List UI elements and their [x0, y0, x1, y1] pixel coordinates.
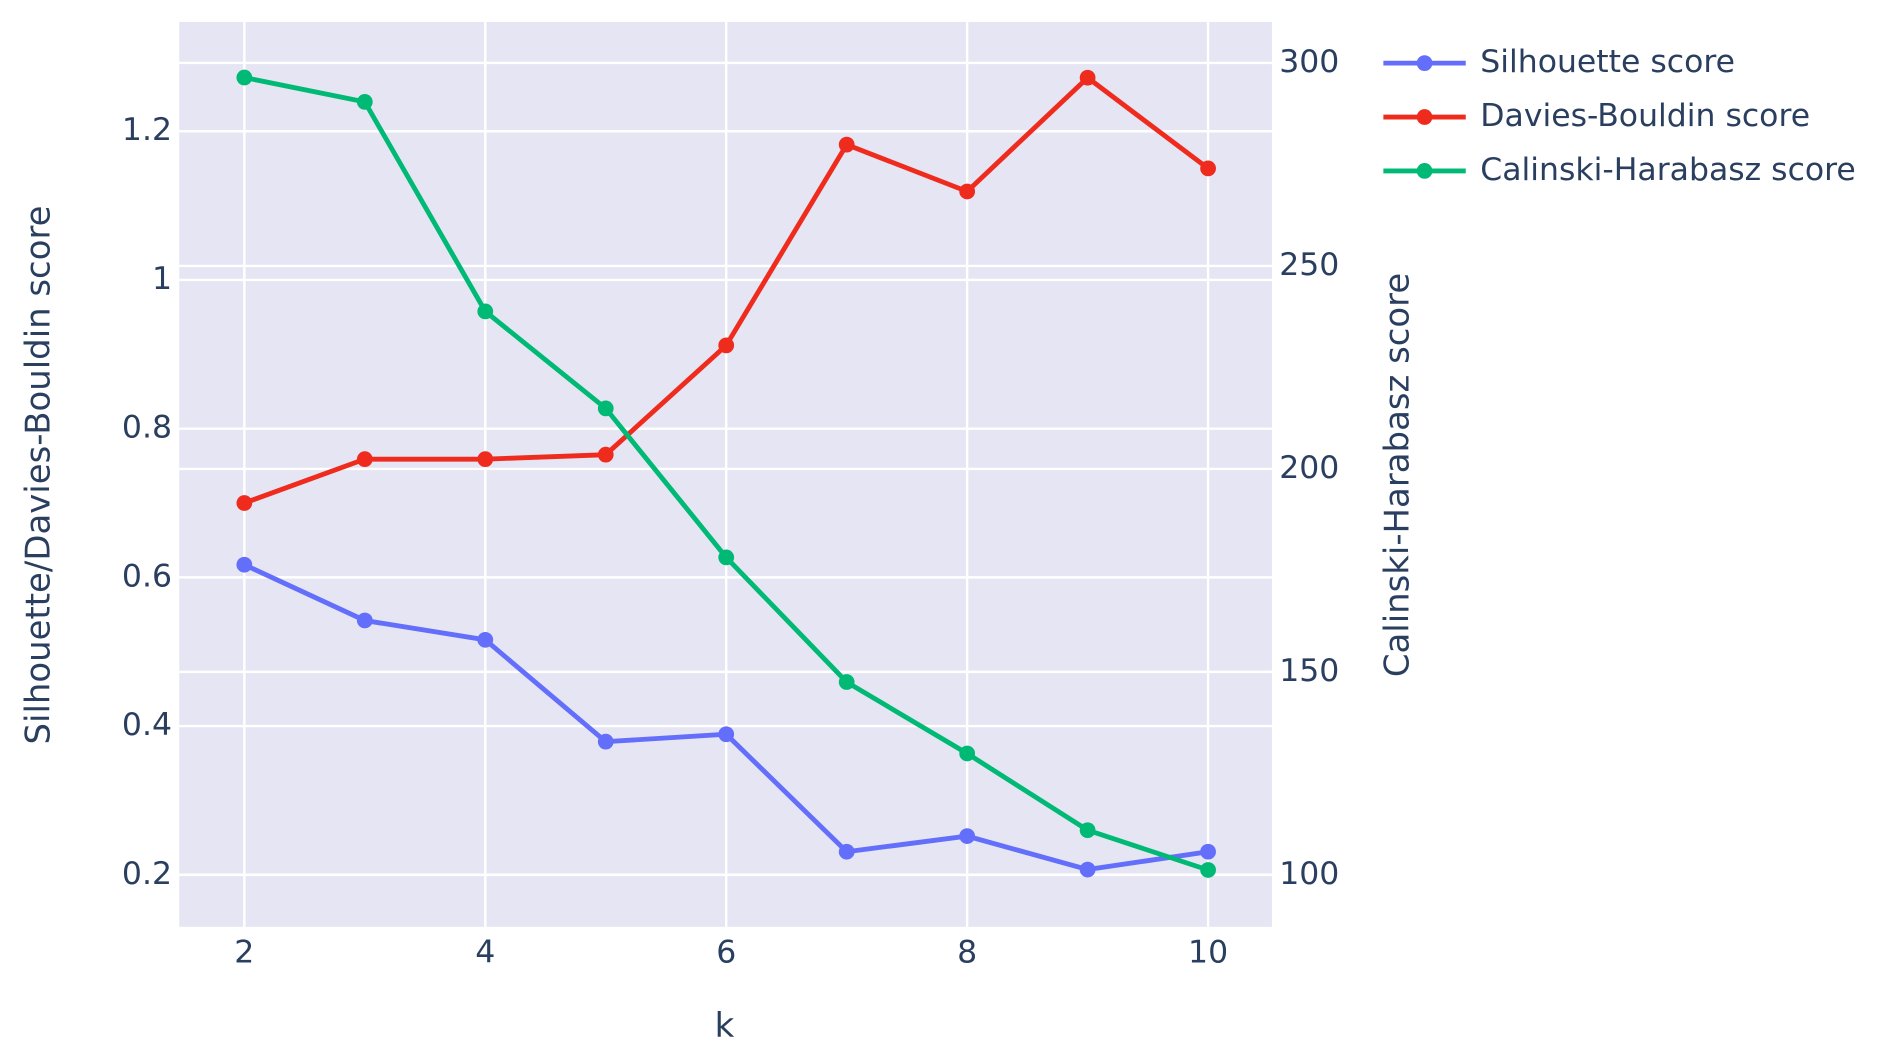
y2-tick-label: 150 [1279, 653, 1339, 689]
series-marker [1079, 861, 1096, 878]
legend-label: Calinski-Harabasz score [1480, 152, 1856, 188]
series-marker [1200, 843, 1216, 860]
series-marker [597, 733, 614, 750]
x-tick-label: 8 [957, 934, 977, 970]
y2-tick-label: 200 [1279, 450, 1339, 486]
y-tick-label: 0.2 [122, 856, 172, 892]
series-marker [718, 726, 735, 743]
series-marker [356, 612, 373, 629]
y-tick-label: 0.4 [122, 707, 172, 743]
series-marker [959, 828, 976, 844]
series-marker [959, 183, 976, 200]
legend-marker [1416, 109, 1433, 125]
x-tick-label: 6 [716, 934, 736, 970]
series-marker [597, 446, 614, 463]
series-marker [597, 400, 614, 417]
y2-tick-label: 300 [1279, 44, 1339, 80]
y-axis-title: Silhouette/Davies-Bouldin score [18, 205, 57, 744]
series-marker [838, 674, 855, 690]
series-marker [477, 303, 494, 320]
y2-tick-label: 100 [1279, 856, 1339, 892]
legend-label: Silhouette score [1480, 44, 1735, 80]
series-marker [236, 556, 253, 573]
y-tick-label: 1 [152, 261, 172, 297]
y-tick-label: 1.2 [122, 112, 172, 148]
y-tick-label: 0.6 [122, 558, 172, 594]
series-marker [718, 549, 735, 566]
legend-marker [1416, 163, 1433, 179]
x-axis-title: k [715, 1006, 735, 1045]
series-marker [356, 451, 373, 468]
y2-tick-label: 250 [1279, 247, 1339, 283]
grid [179, 21, 1272, 927]
series-marker [1200, 160, 1216, 177]
series-marker [1079, 69, 1096, 86]
x-tick-label: 10 [1188, 934, 1228, 970]
series-marker [236, 495, 253, 511]
y2-axis-title: Calinski-Harabasz score [1378, 273, 1417, 677]
legend-marker [1416, 55, 1433, 71]
x-tick-label: 4 [475, 934, 495, 970]
series-marker [838, 843, 855, 860]
y-tick-label: 0.8 [122, 410, 172, 446]
legend-label: Davies-Bouldin score [1480, 98, 1810, 134]
series-marker [718, 337, 735, 354]
series-marker [356, 94, 373, 110]
series-marker [959, 745, 976, 762]
series-marker [477, 631, 494, 648]
series-marker [236, 69, 253, 86]
series-marker [1079, 822, 1096, 839]
series-marker [477, 451, 494, 468]
x-tick-label: 2 [234, 934, 254, 970]
series-marker [838, 136, 855, 153]
series-marker [1200, 862, 1216, 878]
